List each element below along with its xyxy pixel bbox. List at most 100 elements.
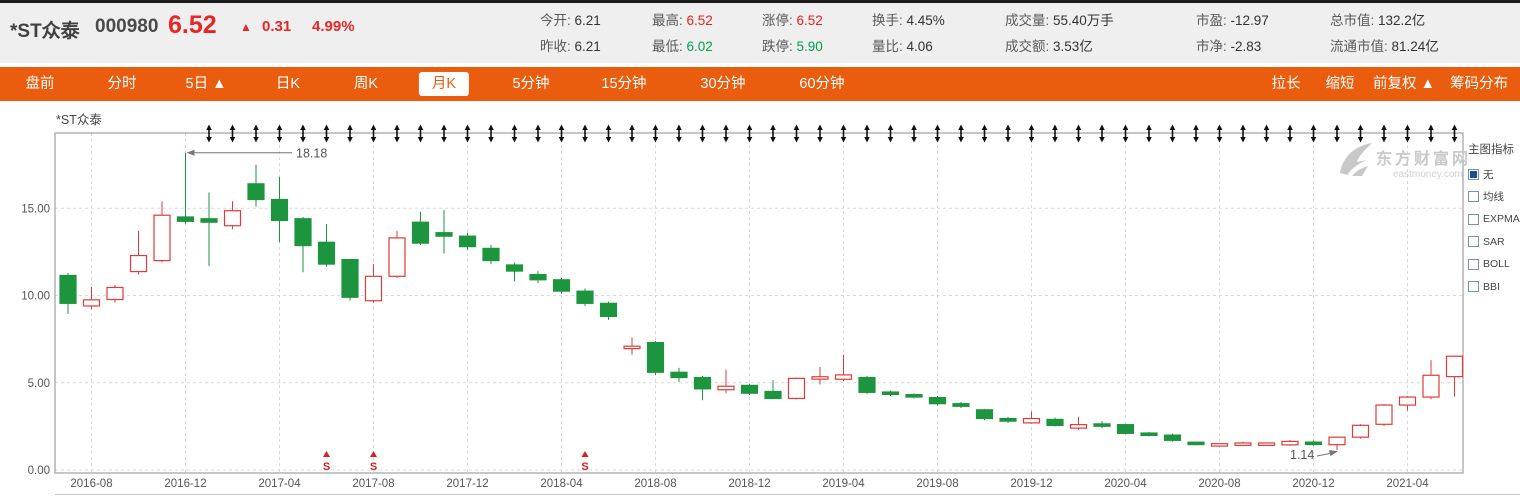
stat-column: 成交量: 55.40万手 成交额: 3.53亿 [1005, 3, 1114, 63]
action-chip-distribution[interactable]: 筹码分布 [1450, 76, 1508, 92]
updown-arrow-icon [1287, 124, 1293, 143]
candle-2020-08[interactable] [1210, 443, 1229, 447]
s-event-marker: S [370, 451, 377, 473]
candle-2020-10[interactable] [1257, 442, 1276, 446]
candle-2020-01[interactable] [1046, 417, 1064, 427]
candle-2017-02[interactable] [223, 201, 242, 230]
candle-2021-02[interactable] [1351, 424, 1370, 439]
candle-2017-12[interactable] [458, 232, 477, 251]
svg-text:1.14: 1.14 [1290, 448, 1314, 462]
candle-2016-09[interactable] [106, 285, 124, 303]
x-axis-label: 2017-08 [352, 478, 394, 490]
candle-2018-07[interactable] [623, 337, 641, 355]
indicator-item-expma[interactable]: EXPMA [1468, 212, 1520, 226]
tab-week-k[interactable]: 周K [353, 76, 379, 92]
indicator-item-0[interactable]: 无 [1468, 167, 1520, 181]
candle-2020-12[interactable] [1304, 440, 1323, 446]
tab-day-k[interactable]: 日K [275, 76, 301, 92]
candle-2019-10[interactable] [975, 408, 994, 421]
candle-2020-06[interactable] [1163, 433, 1182, 442]
candle-2017-10[interactable] [411, 211, 430, 245]
candle-2019-06[interactable] [881, 390, 900, 396]
indicator-checkbox[interactable] [1468, 281, 1479, 292]
candle-2017-05[interactable] [294, 216, 312, 273]
updown-arrow-icon [1169, 124, 1176, 143]
candle-2018-05[interactable] [576, 288, 594, 306]
updown-arrow-icon [206, 124, 212, 143]
candle-2019-08[interactable] [928, 395, 947, 406]
candle-2017-04[interactable] [270, 176, 289, 243]
indicator-checkbox[interactable] [1468, 213, 1479, 225]
candle-2018-11[interactable] [717, 369, 735, 394]
tab-60min[interactable]: 60分钟 [799, 76, 845, 92]
candle-2016-12[interactable] [176, 152, 195, 224]
tab-5day[interactable]: 5日 ▲ [185, 76, 227, 92]
indicator-checkbox[interactable] [1468, 168, 1479, 180]
candle-2020-02[interactable] [1069, 416, 1088, 430]
tab-fenshi[interactable]: 分时 [107, 76, 137, 92]
candle-2019-12[interactable] [1022, 411, 1041, 424]
candle-2021-01[interactable] [1328, 436, 1346, 451]
candle-2018-02[interactable] [505, 262, 524, 282]
kline-chart-svg[interactable]: 15.00 10.00 5.00 0.00 2016-08 2016-12 2017-04 2… [0, 101, 1520, 500]
candle-2020-07[interactable] [1187, 441, 1205, 446]
action-qfq[interactable]: 前复权 ▲ [1373, 76, 1435, 92]
candle-2016-08[interactable] [82, 286, 101, 310]
candle-2019-11[interactable] [999, 416, 1017, 423]
candle-2018-04[interactable] [552, 278, 571, 294]
candle-2017-03[interactable] [247, 164, 265, 207]
candle-2018-01[interactable] [482, 244, 500, 265]
candle-2019-09[interactable] [952, 401, 970, 409]
indicator-label: 均线 [1483, 191, 1504, 203]
indicator-checkbox[interactable] [1468, 236, 1479, 247]
indicator-item-1[interactable]: 均线 [1468, 190, 1520, 204]
candle-2019-04[interactable] [834, 354, 853, 382]
candle-2016-11[interactable] [153, 201, 171, 263]
candle-2019-05[interactable] [858, 375, 876, 395]
candle-2019-07[interactable] [905, 393, 923, 399]
candle-2017-07[interactable] [341, 258, 359, 301]
updown-arrow-icon [1381, 124, 1387, 143]
candle-2021-03[interactable] [1375, 404, 1393, 427]
candle-2017-08[interactable] [364, 264, 383, 303]
candle-2018-08[interactable] [646, 340, 665, 375]
indicator-checkbox[interactable] [1468, 191, 1479, 202]
tab-panqian[interactable]: 盘前 [25, 76, 55, 92]
candle-2016-10[interactable] [129, 230, 148, 275]
tab-month-k[interactable]: 月K [418, 72, 470, 96]
candle-2020-11[interactable] [1281, 439, 1299, 446]
candle-2018-12[interactable] [740, 383, 759, 395]
updown-arrow-icon [793, 124, 800, 143]
candle-2020-03[interactable] [1093, 421, 1111, 429]
candle-2021-04[interactable] [1398, 395, 1417, 411]
candle-2021-06[interactable] [1445, 355, 1464, 397]
candle-2017-09[interactable] [388, 230, 406, 279]
updown-arrow-icon [488, 124, 494, 143]
candle-2018-10[interactable] [693, 375, 712, 401]
tab-30min[interactable]: 30分钟 [700, 76, 746, 92]
action-lengthen[interactable]: 拉长 [1271, 76, 1301, 92]
candle-2018-06[interactable] [599, 301, 618, 320]
candle-2021-05[interactable] [1422, 360, 1440, 400]
candle-2017-01[interactable] [200, 192, 218, 266]
tab-15min[interactable]: 15分钟 [601, 76, 647, 92]
candle-2020-09[interactable] [1234, 441, 1252, 446]
candle-2016-07[interactable] [59, 272, 77, 314]
indicator-item-bbi[interactable]: BBI [1468, 280, 1520, 294]
stat-value: 6.52 [796, 13, 823, 28]
tab-5min[interactable]: 5分钟 [512, 76, 550, 92]
candle-2017-11[interactable] [435, 209, 453, 254]
candle-2020-05[interactable] [1140, 431, 1158, 437]
indicator-checkbox[interactable] [1468, 258, 1479, 270]
indicator-item-boll[interactable]: BOLL [1468, 257, 1520, 271]
candle-2019-02[interactable] [787, 377, 806, 400]
candle-2018-09[interactable] [670, 367, 688, 382]
action-shorten[interactable]: 缩短 [1325, 76, 1355, 92]
candle-2019-03[interactable] [811, 367, 829, 385]
candle-2018-03[interactable] [529, 271, 547, 284]
candle-2020-04[interactable] [1116, 423, 1135, 435]
candle-2017-06[interactable] [317, 223, 336, 267]
candle-2019-01[interactable] [764, 380, 782, 400]
updown-arrow-icon [229, 124, 236, 143]
indicator-item-sar[interactable]: SAR [1468, 235, 1520, 249]
